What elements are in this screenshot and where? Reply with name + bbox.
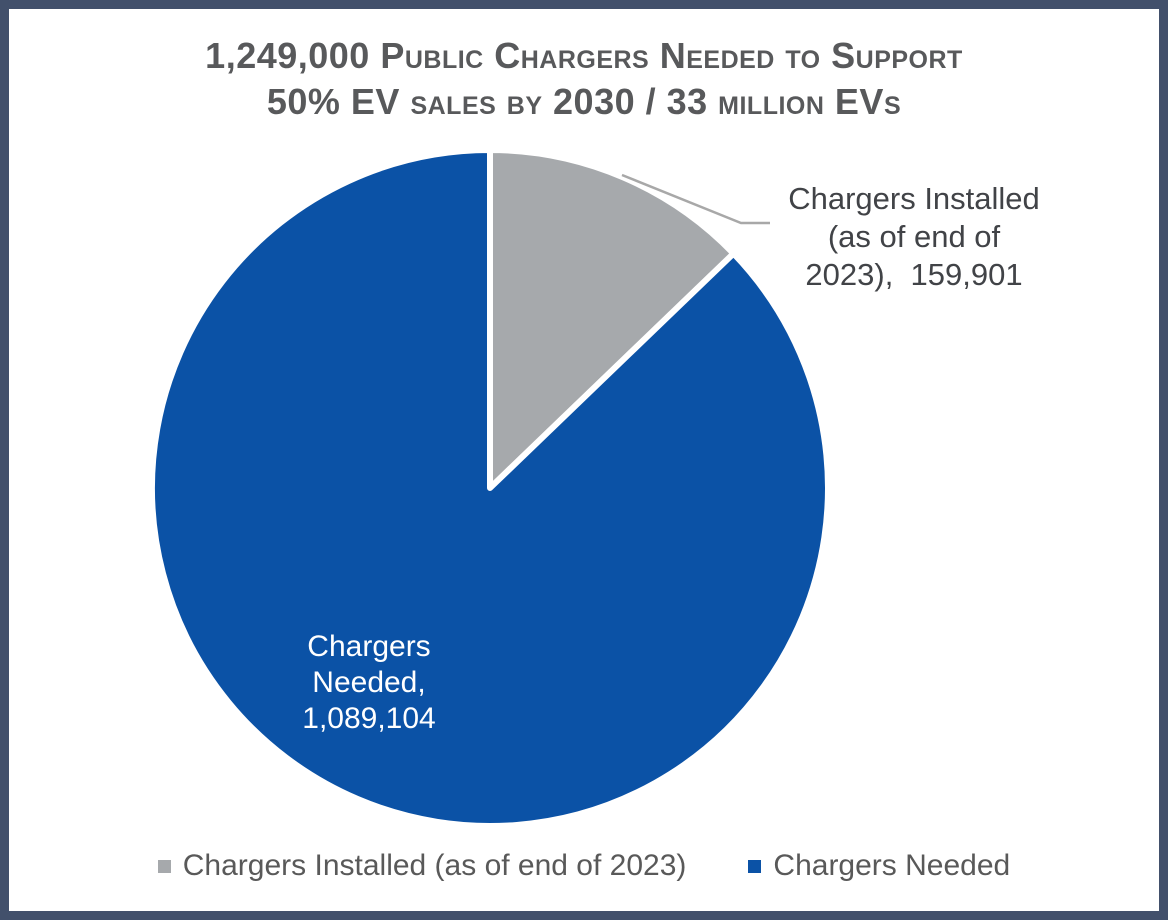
chart-title-line1: 1,249,000 Public Chargers Needed to Supp…	[205, 35, 963, 76]
pie-slice-chargers-needed	[149, 147, 831, 829]
data-label-chargers-needed: Chargers Needed, 1,089,104	[302, 630, 436, 735]
pie-slice-chargers-installed	[487, 147, 737, 491]
legend-marker-needed-icon	[748, 859, 762, 873]
pie-chart	[149, 147, 831, 829]
data-label-chargers-installed: Chargers Installed (as of end of 2023), …	[788, 181, 1040, 292]
legend: Chargers Installed (as of end of 2023) C…	[9, 849, 1159, 883]
callout-leader-line	[621, 173, 770, 225]
chart-title: 1,249,000 Public Chargers Needed to Supp…	[9, 33, 1159, 125]
legend-item-chargers-needed: Chargers Needed	[748, 849, 1010, 883]
legend-label-chargers-needed: Chargers Needed	[773, 849, 1011, 882]
legend-item-chargers-installed: Chargers Installed (as of end of 2023)	[157, 849, 687, 883]
legend-label-chargers-installed: Chargers Installed (as of end of 2023)	[182, 849, 687, 882]
chart-title-line2: 50% EV sales by 2030 / 33 million EVs	[266, 81, 902, 122]
legend-marker-installed-icon	[157, 859, 171, 873]
